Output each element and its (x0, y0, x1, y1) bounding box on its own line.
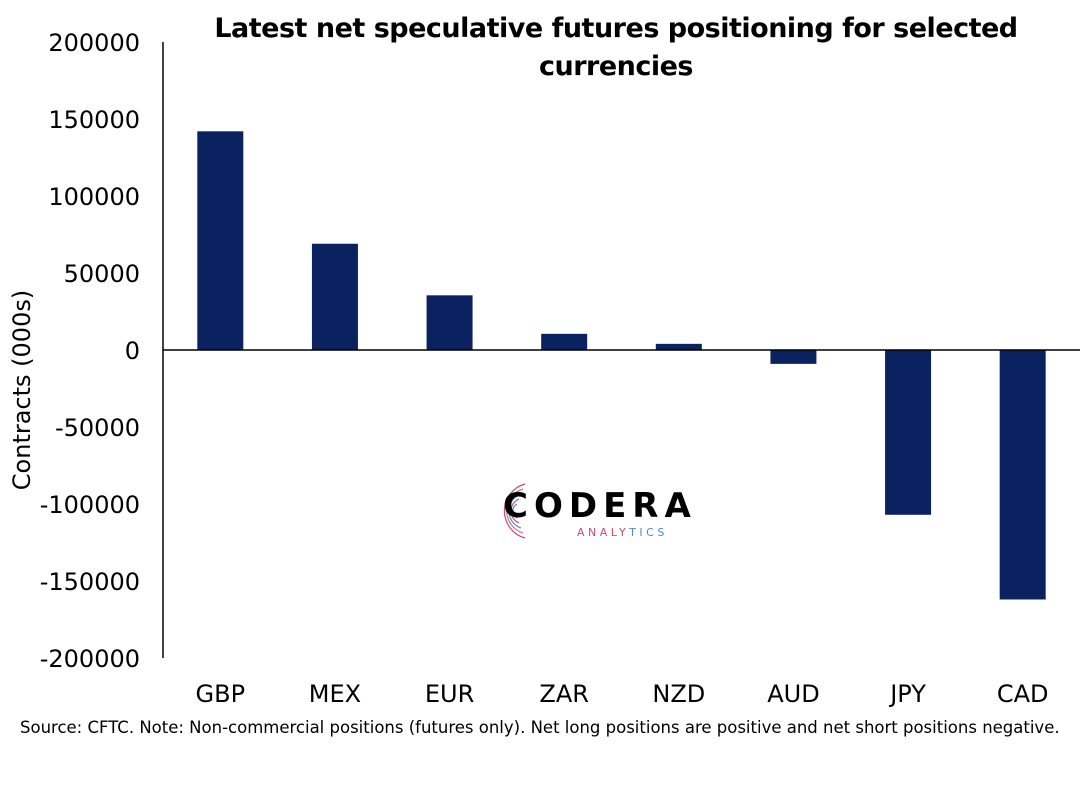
bar (426, 295, 473, 350)
x-tick-label: AUD (767, 680, 819, 708)
logo-wordmark: CODERA (503, 486, 697, 526)
chart-title: Latest net speculative futures positioni… (214, 13, 1018, 82)
x-tick-label: NZD (652, 680, 705, 708)
x-tick-label: GBP (196, 680, 246, 708)
bar (311, 243, 358, 350)
logo-circle-icon (503, 483, 526, 539)
logo-subtitle: ANALYTICS (577, 526, 668, 539)
source-note: Source: CFTC. Note: Non-commercial posit… (20, 718, 1060, 737)
x-tick-label: MEX (309, 680, 361, 708)
y-tick-label: 100000 (48, 183, 140, 211)
y-tick-label: -100000 (40, 491, 140, 519)
codera-analytics-logo: CODERA ANALYTICS (485, 476, 695, 546)
y-axis-title: Contracts (000s) (8, 290, 36, 490)
y-tick-label: 200000 (48, 29, 140, 57)
y-tick-label: -50000 (55, 414, 140, 442)
y-tick-label: -150000 (40, 568, 140, 596)
bar (541, 333, 588, 350)
x-tick-label: JPY (888, 680, 926, 708)
y-tick-label: -200000 (40, 645, 140, 673)
bar (197, 131, 244, 350)
bar (999, 350, 1046, 600)
x-tick-label: ZAR (539, 680, 589, 708)
y-tick-label: 150000 (48, 106, 140, 134)
x-tick-label: CAD (997, 680, 1049, 708)
y-tick-label: 50000 (64, 260, 140, 288)
y-tick-label: 0 (125, 337, 140, 365)
bar (770, 350, 817, 364)
x-tick-label: EUR (425, 680, 474, 708)
bar (655, 343, 702, 350)
bar (885, 350, 932, 515)
